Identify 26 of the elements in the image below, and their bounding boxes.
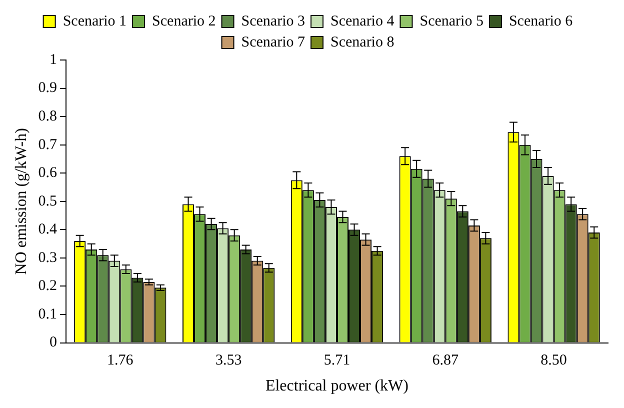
- x-tick-label: 3.53: [215, 352, 242, 369]
- legend-label: Scenario 6: [508, 13, 574, 30]
- legend-label: Scenario 5: [420, 13, 484, 30]
- y-tick-label: 0.1: [38, 306, 57, 322]
- legend-label: Scenario 2: [152, 13, 216, 30]
- x-tick-label: 8.50: [540, 352, 567, 369]
- x-tick-label: 5.71: [324, 352, 350, 369]
- y-tick-label: 0.5: [38, 193, 57, 210]
- y-tick-label: 0.9: [38, 80, 57, 96]
- legend-label: Scenario 8: [330, 34, 394, 50]
- x-tick-label: 6.87: [432, 352, 460, 369]
- y-tick-label: 0.7: [38, 136, 58, 153]
- x-tick-label: 1.76: [107, 352, 134, 369]
- y-tick-label: 1: [49, 52, 57, 68]
- y-tick-label: 0: [49, 334, 57, 351]
- legend-label: Scenario 3: [241, 13, 306, 30]
- legend-label: Scenario 7: [241, 34, 306, 50]
- y-tick-label: 0.6: [38, 165, 58, 182]
- y-tick-label: 0.4: [38, 222, 58, 238]
- x-axis-title: Electrical power (kW): [265, 378, 408, 395]
- y-tick-label: 0.8: [38, 108, 57, 124]
- y-tick-label: 0.2: [38, 278, 57, 294]
- y-axis-title: NO emission (g/kW-h): [12, 128, 30, 275]
- y-tick-label: 0.3: [38, 250, 57, 266]
- legend-label: Scenario 1: [62, 13, 127, 30]
- legend-label: Scenario 4: [330, 13, 395, 30]
